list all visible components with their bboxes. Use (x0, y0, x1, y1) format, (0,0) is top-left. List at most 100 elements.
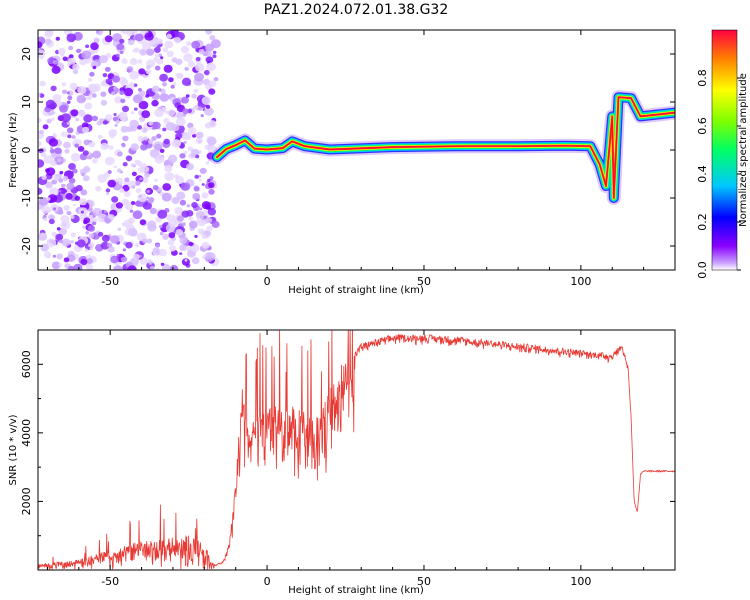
noise-blob (167, 239, 175, 246)
snr-panel: -50 0 50 100 2000 4000 6000 Height of straight… (8, 329, 676, 596)
noise-blob (126, 30, 133, 37)
noise-blob (190, 152, 196, 158)
noise-blob (210, 39, 221, 49)
noise-blob (46, 238, 57, 248)
noise-blob (88, 83, 98, 92)
noise-blob (95, 186, 102, 192)
noise-blob (147, 220, 157, 229)
noise-blob (175, 176, 185, 185)
noise-blob (55, 233, 64, 241)
noise-blob (74, 195, 81, 201)
noise-blob (82, 225, 86, 229)
noise-blob (154, 108, 164, 118)
noise-blob (45, 181, 53, 189)
noise-blob (181, 77, 192, 87)
noise-blob (104, 35, 113, 43)
noise-blob (121, 105, 130, 113)
noise-blob (60, 220, 71, 230)
noise-blob (104, 217, 111, 224)
noise-blob (154, 46, 161, 54)
noise-blob (206, 225, 213, 232)
x-tick-label: 0 (264, 275, 271, 288)
noise-blob (160, 88, 166, 94)
y-tick-label: -10 (20, 189, 33, 207)
spectrogram-panel: -50 0 50 100 -20 -10 0 10 20 Height of straight … (8, 29, 676, 296)
y-tick-label: 20 (20, 47, 33, 61)
noise-blob (135, 188, 142, 194)
x-tick-label: 100 (570, 575, 591, 588)
noise-blob (117, 227, 122, 231)
noise-blob (59, 170, 64, 175)
noise-blob (100, 241, 110, 250)
y-tick-label: 6000 (20, 350, 33, 378)
noise-blob (68, 163, 76, 170)
noise-blob (127, 265, 137, 270)
noise-blob (168, 77, 174, 83)
noise-blob (67, 265, 75, 270)
noise-blob (52, 59, 59, 65)
noise-blob (118, 181, 123, 185)
noise-blob (141, 128, 145, 132)
noise-blob (209, 176, 214, 180)
noise-blob (153, 57, 159, 62)
noise-blob (170, 264, 179, 270)
noise-blob (166, 33, 172, 39)
noise-blob (152, 121, 161, 130)
spectrogram-ridge (209, 90, 675, 205)
noise-blob (91, 115, 99, 122)
snr-ylabel: SNR (10 * v/v) (8, 414, 19, 485)
noise-blob (160, 56, 164, 60)
noise-blob (191, 40, 201, 49)
noise-blob (107, 179, 116, 188)
noise-blob (194, 234, 198, 238)
noise-blob (142, 41, 152, 51)
noise-blob (146, 48, 155, 56)
noise-blob (169, 245, 177, 252)
noise-blob (66, 121, 71, 125)
noise-blob (200, 114, 204, 118)
noise-blob (176, 215, 184, 222)
noise-blob (205, 83, 213, 91)
noise-blob (66, 33, 77, 42)
noise-blob (129, 119, 139, 129)
noise-blob (194, 154, 200, 159)
noise-blob (149, 207, 157, 215)
noise-blob (159, 231, 164, 236)
noise-blob (53, 175, 60, 181)
noise-blob (57, 158, 62, 163)
noise-blob (92, 65, 97, 70)
noise-blob (46, 208, 52, 213)
noise-blob (62, 56, 68, 62)
noise-blob (182, 113, 187, 117)
noise-blob (157, 209, 168, 219)
noise-blob (135, 181, 140, 186)
noise-blob (101, 234, 110, 242)
noise-blob (154, 154, 165, 164)
noise-blob (138, 90, 146, 97)
noise-blob (179, 237, 187, 245)
noise-blob (123, 219, 133, 228)
noise-blob (68, 54, 74, 59)
noise-blob (76, 94, 86, 104)
noise-blob (143, 136, 149, 141)
noise-blob (68, 57, 76, 65)
noise-blob (88, 141, 96, 148)
noise-blob (132, 94, 143, 104)
x-tick-label: 0 (264, 575, 271, 588)
noise-blob (212, 54, 217, 59)
noise-blob (80, 189, 88, 196)
noise-blob (188, 216, 193, 221)
noise-blob (188, 60, 195, 68)
noise-blob (98, 55, 108, 64)
noise-blob (164, 164, 173, 172)
noise-blob (41, 175, 47, 181)
noise-blob (86, 263, 94, 270)
noise-blob (197, 228, 205, 235)
noise-blob (86, 94, 93, 101)
noise-blob (42, 124, 49, 130)
noise-blob (119, 90, 125, 95)
noise-blob (72, 203, 77, 207)
noise-blob (111, 91, 116, 96)
noise-blob (149, 265, 155, 270)
